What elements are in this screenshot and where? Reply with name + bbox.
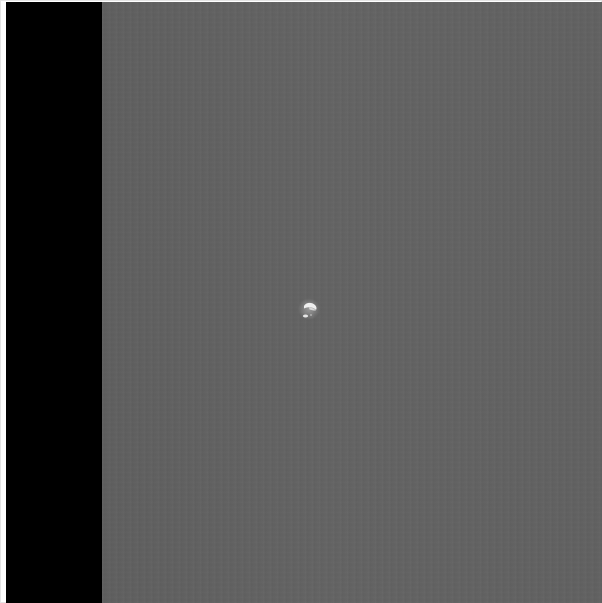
bright-speck — [298, 298, 320, 320]
gray-field — [102, 2, 602, 603]
black-band — [6, 2, 102, 603]
grayscale-image — [6, 2, 602, 603]
